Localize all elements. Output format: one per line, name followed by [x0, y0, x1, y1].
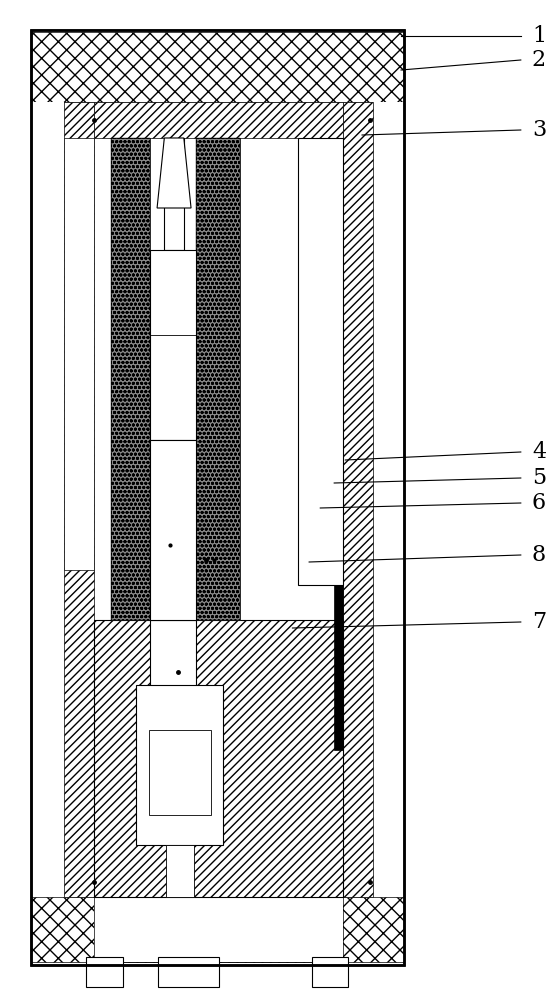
Bar [343, 102, 373, 897]
Text: 6: 6 [532, 492, 546, 514]
Text: 4: 4 [532, 441, 546, 463]
Polygon shape [157, 138, 191, 208]
Bar [94, 897, 343, 962]
Text: 2: 2 [532, 49, 546, 71]
Bar [94, 102, 343, 138]
Bar [31, 30, 404, 965]
Text: 5: 5 [532, 467, 546, 489]
Bar [94, 620, 343, 897]
Bar [31, 897, 404, 962]
Bar [150, 620, 196, 750]
Bar [298, 138, 343, 585]
Bar [196, 138, 240, 620]
Bar [166, 845, 194, 897]
Text: 1: 1 [532, 25, 546, 47]
Bar [158, 957, 219, 987]
Bar [31, 102, 64, 897]
Text: 3: 3 [532, 119, 546, 141]
Bar [31, 32, 404, 102]
Bar [111, 138, 150, 620]
Bar [150, 440, 196, 620]
Bar [150, 250, 196, 440]
Bar [111, 138, 150, 620]
Bar [164, 138, 184, 250]
Text: 8: 8 [532, 544, 546, 566]
Bar [196, 138, 240, 620]
Bar [373, 102, 404, 897]
Bar [312, 957, 348, 987]
Bar [136, 685, 223, 845]
Text: 7: 7 [532, 611, 546, 633]
Bar [86, 957, 123, 987]
Bar [64, 102, 94, 897]
Bar [149, 730, 211, 815]
Bar [31, 30, 404, 965]
Bar [64, 138, 94, 570]
Bar [94, 897, 343, 962]
Bar [334, 585, 343, 750]
